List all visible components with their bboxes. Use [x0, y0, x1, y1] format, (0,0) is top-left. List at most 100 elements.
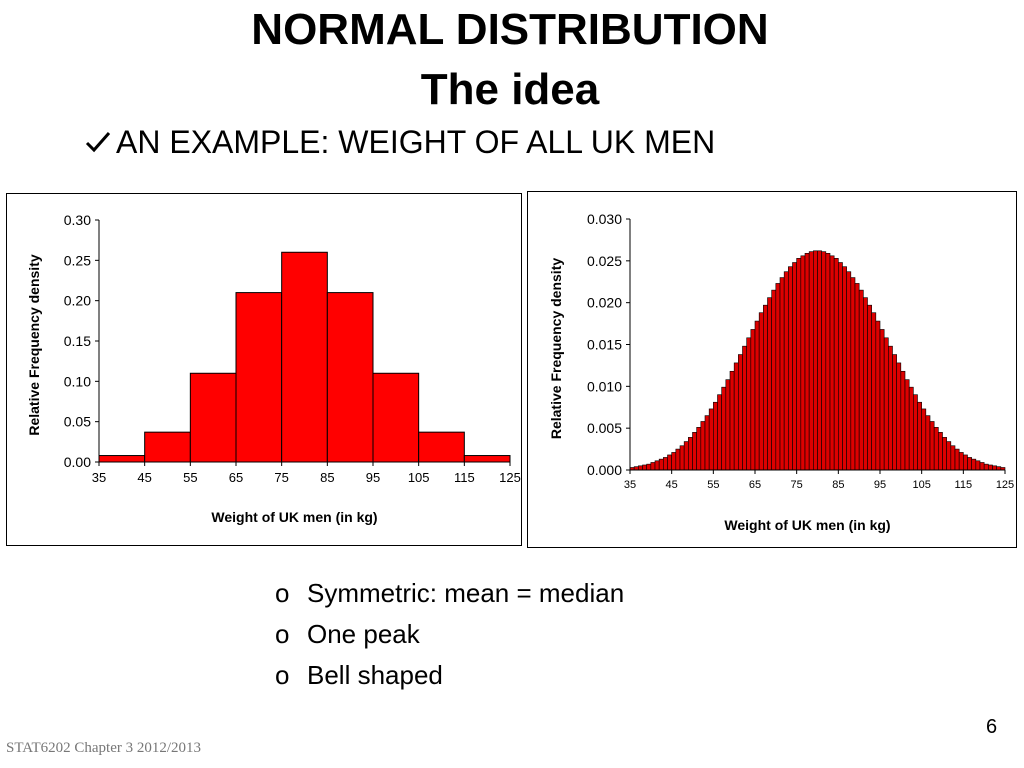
histogram-bar: [758, 312, 764, 471]
example-heading-text: AN EXAMPLE: WEIGHT OF ALL UK MEN: [116, 124, 716, 160]
histogram-bar: [821, 251, 827, 471]
histogram-chart-coarse: 0.00 0.05 0.10 0.15 0.20 0.25 0.30 35 45 55 65 75 85…: [6, 193, 522, 546]
x-tick-label: 85: [832, 479, 844, 491]
histogram-bar: [729, 370, 735, 471]
y-tick-label: 0.030: [587, 211, 622, 227]
histogram-bar: [950, 445, 956, 471]
histogram-bar: [804, 253, 810, 471]
y-tick-label: 0.20: [64, 293, 91, 309]
histogram-bar: [883, 337, 889, 471]
histogram-bar: [967, 457, 972, 471]
x-tick-label: 105: [408, 470, 430, 485]
histogram-bar: [867, 304, 872, 471]
histogram-bar: [825, 253, 831, 471]
histogram-bar: [896, 362, 902, 471]
y-tick-label: 0.00: [64, 454, 91, 470]
histogram-bar: [235, 292, 283, 463]
histogram-bar: [746, 337, 752, 471]
histogram-bar: [733, 362, 739, 471]
histogram-bar: [738, 354, 743, 471]
histogram-bar: [854, 283, 860, 471]
histogram-bar: [372, 372, 420, 463]
histogram-bar: [418, 431, 465, 463]
histogram-bar: [663, 457, 668, 471]
histogram-bar: [917, 401, 922, 471]
histogram-bar: [913, 394, 918, 471]
histogram-bar: [708, 408, 714, 471]
histogram-bar: [742, 345, 747, 471]
x-tick-label: 65: [749, 479, 761, 491]
x-tick-label: 125: [996, 479, 1014, 491]
histogram-bar: [808, 251, 814, 471]
y-tick-label: 0.000: [587, 462, 622, 478]
y-axis-title: Relative Frequency density: [26, 254, 42, 436]
histogram-bar: [925, 415, 931, 471]
y-tick-label: 0.05: [64, 414, 91, 430]
histogram-bar: [971, 458, 977, 471]
histogram-bar: [846, 271, 852, 471]
page-number: 6: [986, 716, 998, 738]
histogram-bar: [638, 465, 643, 471]
bullet-list: o Symmetric: mean = median o One peak o Bel…: [275, 573, 624, 696]
histogram-bar: [671, 452, 677, 471]
histogram-bar: [646, 463, 652, 471]
histogram-bar: [842, 266, 847, 471]
x-tick-label: 125: [499, 470, 521, 485]
histogram-bar: [875, 320, 881, 471]
x-tick-label: 75: [791, 479, 803, 491]
histogram-bar: [713, 401, 718, 471]
histogram-bar: [983, 463, 989, 471]
y-tick-label: 0.15: [64, 333, 91, 349]
histogram-bar: [904, 379, 910, 471]
histogram-bar: [958, 452, 964, 471]
histogram-bar: [750, 329, 756, 471]
histogram-bar: [979, 462, 985, 471]
histogram-bar: [642, 464, 647, 471]
x-tick-label: 115: [454, 470, 475, 485]
histogram-bar: [679, 445, 685, 471]
x-tick-label: 35: [624, 479, 636, 491]
y-tick-label: 0.30: [64, 212, 91, 228]
x-tick-label: 105: [912, 479, 930, 491]
y-tick-label: 0.010: [587, 378, 622, 394]
x-axis-title: Weight of UK men (in kg): [211, 509, 377, 525]
histogram-bar: [692, 432, 697, 471]
histogram-svg-fine: 0.000 0.005 0.010 0.015 0.020 0.025 0.030 35 45 5…: [548, 211, 1014, 533]
histogram-bar: [892, 354, 897, 471]
histogram-bar: [658, 458, 664, 471]
histogram-bar: [850, 277, 856, 471]
histogram-bar: [725, 379, 731, 471]
histogram-bar: [992, 465, 997, 471]
bullet-text: Bell shaped: [307, 660, 443, 690]
histogram-bar: [463, 455, 511, 463]
histogram-bar: [817, 250, 822, 471]
y-axis-title: Relative Frequency density: [548, 258, 564, 440]
y-tick-label: 0.25: [64, 252, 91, 268]
histogram-bar: [779, 277, 785, 471]
histogram-bar: [863, 297, 868, 471]
slide-title: NORMAL DISTRIBUTION: [251, 5, 769, 54]
y-tick-label: 0.015: [587, 337, 622, 353]
histogram-bar: [633, 466, 639, 471]
histogram-bar: [326, 292, 374, 463]
histogram-bar: [938, 432, 943, 471]
histogram-bar: [858, 289, 864, 471]
checkmark-icon: [80, 122, 116, 162]
histogram-bar: [783, 271, 789, 471]
x-tick-label: 115: [955, 479, 973, 491]
histogram-bar: [996, 466, 1002, 471]
histogram-bar: [954, 448, 960, 471]
histogram-bar: [908, 386, 914, 471]
histogram-svg-coarse: 0.00 0.05 0.10 0.15 0.20 0.25 0.30 35 45 55 65 75 85…: [26, 212, 521, 525]
x-tick-label: 55: [707, 479, 719, 491]
histogram-bar: [921, 408, 927, 471]
histogram-bar: [879, 329, 885, 471]
histogram-bar: [788, 266, 793, 471]
x-tick-label: 55: [183, 470, 197, 485]
histogram-bar: [675, 448, 681, 471]
histogram-bar: [754, 320, 760, 471]
histogram-bar: [763, 304, 768, 471]
histogram-bar: [829, 255, 835, 471]
histogram-bar: [654, 460, 660, 471]
histogram-bar: [838, 262, 843, 471]
